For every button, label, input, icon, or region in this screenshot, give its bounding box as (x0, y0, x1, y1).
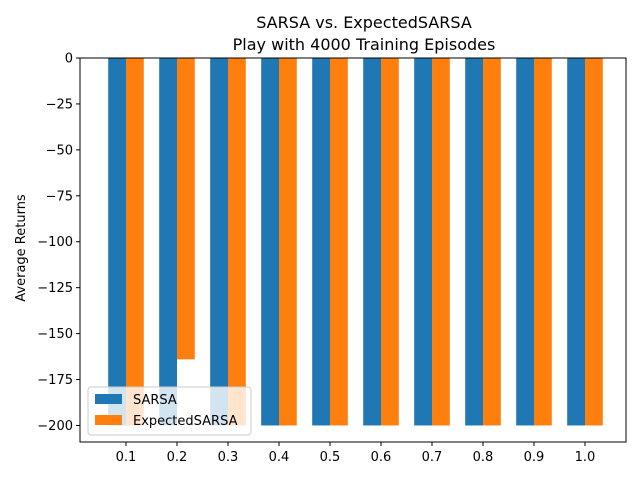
chart-title: SARSA vs. ExpectedSARSA (256, 13, 472, 32)
y-tick-label: −100 (37, 235, 73, 250)
x-tick-label: 0.8 (473, 450, 494, 465)
bars-group (108, 58, 603, 426)
legend-box (87, 386, 252, 436)
legend-label-expectedsarsa: ExpectedSARSA (133, 414, 238, 429)
bar-expectedsarsa-0.6 (381, 58, 399, 426)
x-tick-label: 0.4 (269, 450, 290, 465)
y-tick-label: −150 (37, 327, 73, 342)
y-tick-label: −175 (37, 373, 73, 388)
bar-expectedsarsa-0.4 (279, 58, 297, 426)
legend: SARSA ExpectedSARSA (87, 386, 252, 436)
x-tick-label: 0.7 (422, 450, 443, 465)
bar-sarsa-0.3 (210, 58, 228, 426)
bar-expectedsarsa-0.2 (177, 58, 195, 360)
legend-swatch-expectedsarsa (95, 415, 122, 425)
chart-subtitle: Play with 4000 Training Episodes (233, 35, 496, 54)
plot-frame (79, 57, 627, 443)
bar-sarsa-0.2 (159, 58, 177, 426)
y-tick-label: −200 (37, 419, 73, 434)
x-tick-label: 0.3 (218, 450, 239, 465)
x-tick-label: 1.0 (575, 450, 596, 465)
bar-sarsa-0.8 (465, 58, 483, 426)
bar-expectedsarsa-0.3 (228, 58, 246, 426)
bar-sarsa-0.5 (312, 58, 330, 426)
bar-expectedsarsa-0.7 (432, 58, 450, 426)
bar-sarsa-0.1 (108, 58, 126, 426)
bar-sarsa-0.9 (516, 58, 534, 426)
y-tick-label: −75 (46, 189, 73, 204)
x-tick-label: 0.6 (371, 450, 392, 465)
y-ticks-group: 0 −25 −50 −75 −100 −125 −150 −175 −200 (37, 52, 80, 434)
x-tick-label: 0.1 (116, 450, 137, 465)
y-axis-label: Average Returns (14, 194, 29, 302)
bar-sarsa-0.7 (414, 58, 432, 426)
bar-expectedsarsa-0.8 (483, 58, 501, 426)
legend-label-sarsa: SARSA (133, 393, 177, 408)
x-tick-label: 0.9 (524, 450, 545, 465)
bar-sarsa-0.4 (261, 58, 279, 426)
bar-expectedsarsa-0.5 (330, 58, 348, 426)
legend-swatch-sarsa (95, 394, 122, 404)
x-tick-label: 0.2 (167, 450, 188, 465)
bar-expectedsarsa-0.1 (126, 58, 144, 426)
bar-sarsa-0.6 (363, 58, 381, 426)
bar-expectedsarsa-1.0 (585, 58, 603, 426)
bar-sarsa-1.0 (567, 58, 585, 426)
y-tick-label: −50 (46, 143, 73, 158)
x-tick-label: 0.5 (320, 450, 341, 465)
y-tick-label: −25 (46, 97, 73, 112)
bar-expectedsarsa-0.9 (534, 58, 552, 426)
y-tick-label: 0 (65, 52, 73, 67)
y-tick-label: −125 (37, 281, 73, 296)
x-ticks-group: 0.1 0.2 0.3 0.4 0.5 0.6 0.7 0.8 0.9 1.0 (116, 442, 596, 465)
